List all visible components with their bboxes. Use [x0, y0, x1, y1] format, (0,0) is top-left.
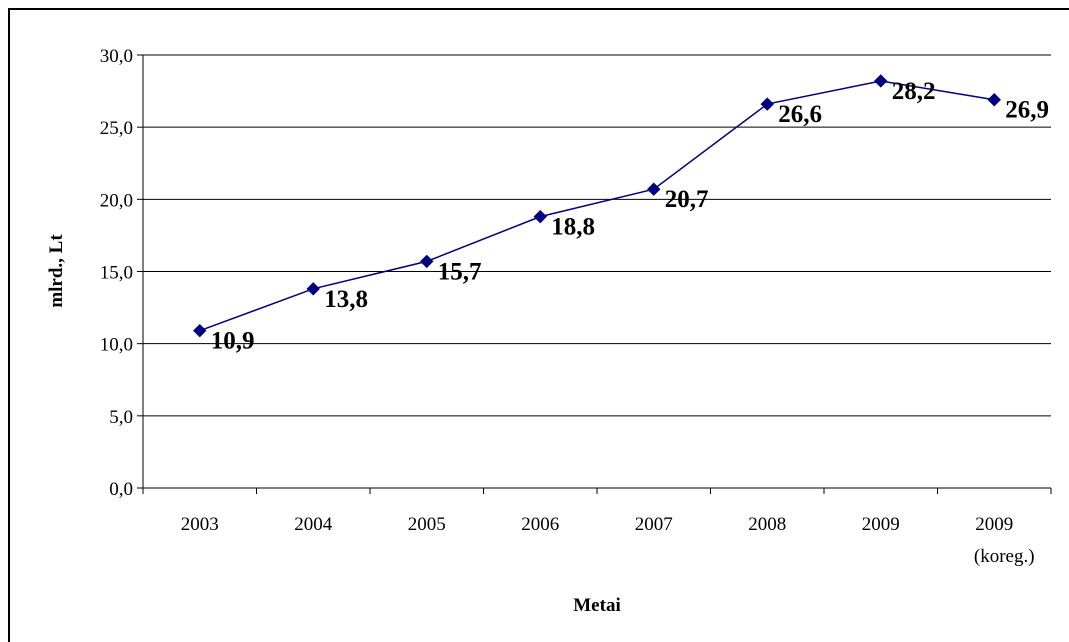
x-axis-ticks: 2003 2004 2005 2006 2007 2008 2009 2009 (koreg.)	[142, 488, 1052, 567]
data-point-marker	[987, 93, 1001, 107]
x-tick-label: 2007	[635, 514, 673, 535]
y-tick-label: 20,0	[100, 190, 133, 211]
x-tick-label: 2003	[181, 514, 219, 535]
chart-frame	[8, 8, 1069, 642]
x-axis-title: Metai	[573, 595, 620, 616]
data-point-marker	[874, 74, 888, 88]
data-point-marker	[306, 282, 320, 296]
series-line	[199, 80, 995, 332]
y-tick-label: 0,0	[109, 479, 133, 500]
x-tick-label: 2005	[408, 514, 446, 535]
data-label: 15,7	[438, 258, 482, 285]
y-axis-title: mlrd., Lt	[46, 234, 67, 308]
data-markers	[193, 74, 1001, 338]
y-tick-label: 10,0	[100, 335, 133, 356]
data-point-marker	[647, 182, 661, 196]
y-tick-label: 5,0	[109, 407, 133, 428]
x-tick-label: 2009 (koreg.)	[974, 514, 1035, 567]
data-point-marker	[760, 97, 774, 111]
data-label: 28,2	[892, 78, 936, 105]
data-point-marker	[533, 209, 547, 224]
series-polyline	[199, 80, 995, 332]
data-point-marker	[193, 323, 207, 338]
x-tick-label: 2006	[521, 514, 559, 535]
data-label: 20,7	[665, 186, 709, 213]
x-tick-label: 2009	[862, 514, 900, 535]
y-axis-ticks: 0,0 5,0 10,0 15,0 20,0 25,0 30,0	[100, 46, 143, 500]
data-label: 10,9	[211, 328, 255, 355]
data-label: 26,9	[1005, 97, 1049, 124]
data-point-marker	[420, 254, 434, 269]
y-tick-label: 30,0	[100, 46, 133, 67]
y-tick-label: 15,0	[100, 263, 133, 284]
y-tick-label: 25,0	[100, 118, 133, 139]
x-tick-label: 2004	[294, 514, 333, 535]
x-tick-label: 2008	[748, 514, 786, 535]
data-label: 18,8	[551, 214, 595, 241]
data-label: 26,6	[778, 101, 822, 128]
data-labels: 10,9 13,8 15,7 18,8 20,7 26,6 28,2 26,9	[211, 78, 1049, 355]
gridlines	[143, 54, 1051, 417]
data-label: 13,8	[324, 286, 368, 313]
